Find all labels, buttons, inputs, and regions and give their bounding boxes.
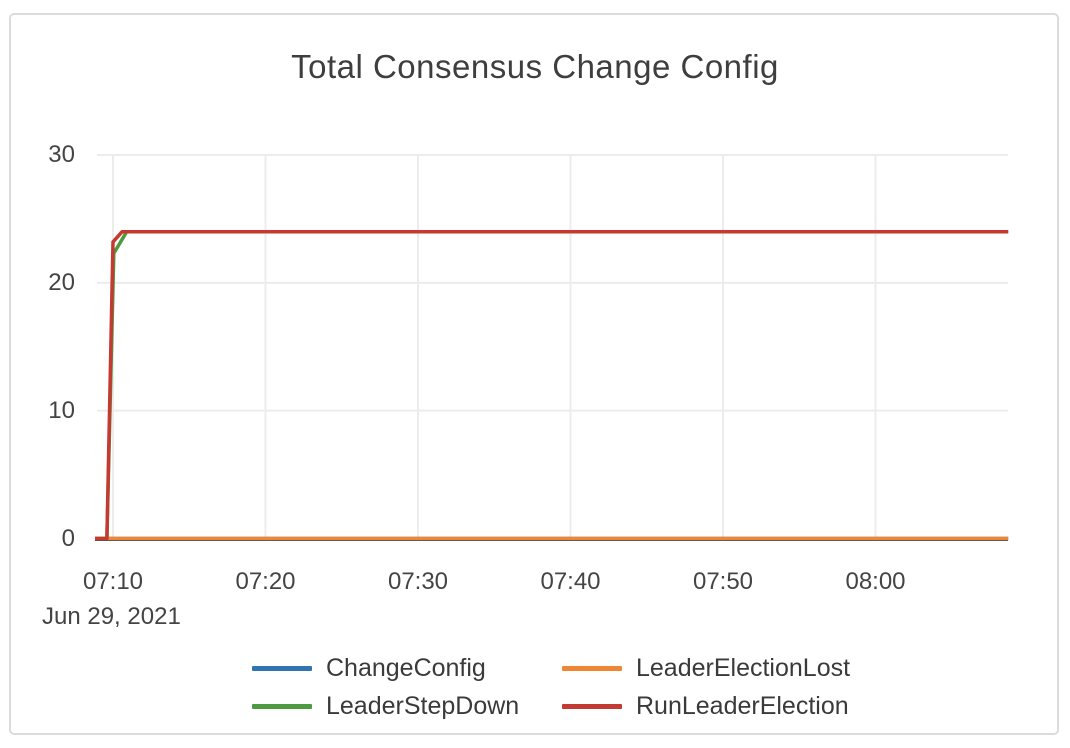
legend-item-ChangeConfig[interactable]: ChangeConfig <box>252 653 486 683</box>
legend-item-label: RunLeaderElection <box>636 691 849 720</box>
x-axis-date-label: Jun 29, 2021 <box>42 603 181 630</box>
legend-item-RunLeaderElection[interactable]: RunLeaderElection <box>562 691 849 721</box>
legend-swatch-icon <box>252 665 312 671</box>
chart-card <box>9 13 1059 735</box>
y-tick-label: 10 <box>48 396 75 424</box>
legend-item-label: LeaderStepDown <box>326 691 520 720</box>
legend-swatch-icon <box>562 703 622 709</box>
x-tick-label: 07:40 <box>540 568 601 595</box>
legend-item-label: ChangeConfig <box>326 653 486 682</box>
legend-item-LeaderStepDown[interactable]: LeaderStepDown <box>252 691 519 721</box>
x-tick-label: 07:50 <box>692 568 754 595</box>
y-tick-label: 30 <box>48 141 75 168</box>
legend-item-LeaderElectionLost[interactable]: LeaderElectionLost <box>562 653 850 683</box>
chart-title: Total Consensus Change Config <box>291 48 779 85</box>
series-line-LeaderStepDown <box>95 229 1009 541</box>
legend-item-label: LeaderElectionLost <box>636 653 851 682</box>
x-tick-label: 07:20 <box>235 568 296 595</box>
legend-swatch-icon <box>252 703 312 709</box>
series-line-RunLeaderElection <box>95 229 1009 541</box>
x-tick-label: 07:30 <box>387 568 449 595</box>
x-tick-label: 07:10 <box>82 568 144 595</box>
x-tick-label: 08:00 <box>845 568 906 595</box>
y-tick-label: 0 <box>61 524 75 552</box>
legend-swatch-icon <box>562 665 622 671</box>
y-tick-label: 20 <box>48 268 75 296</box>
